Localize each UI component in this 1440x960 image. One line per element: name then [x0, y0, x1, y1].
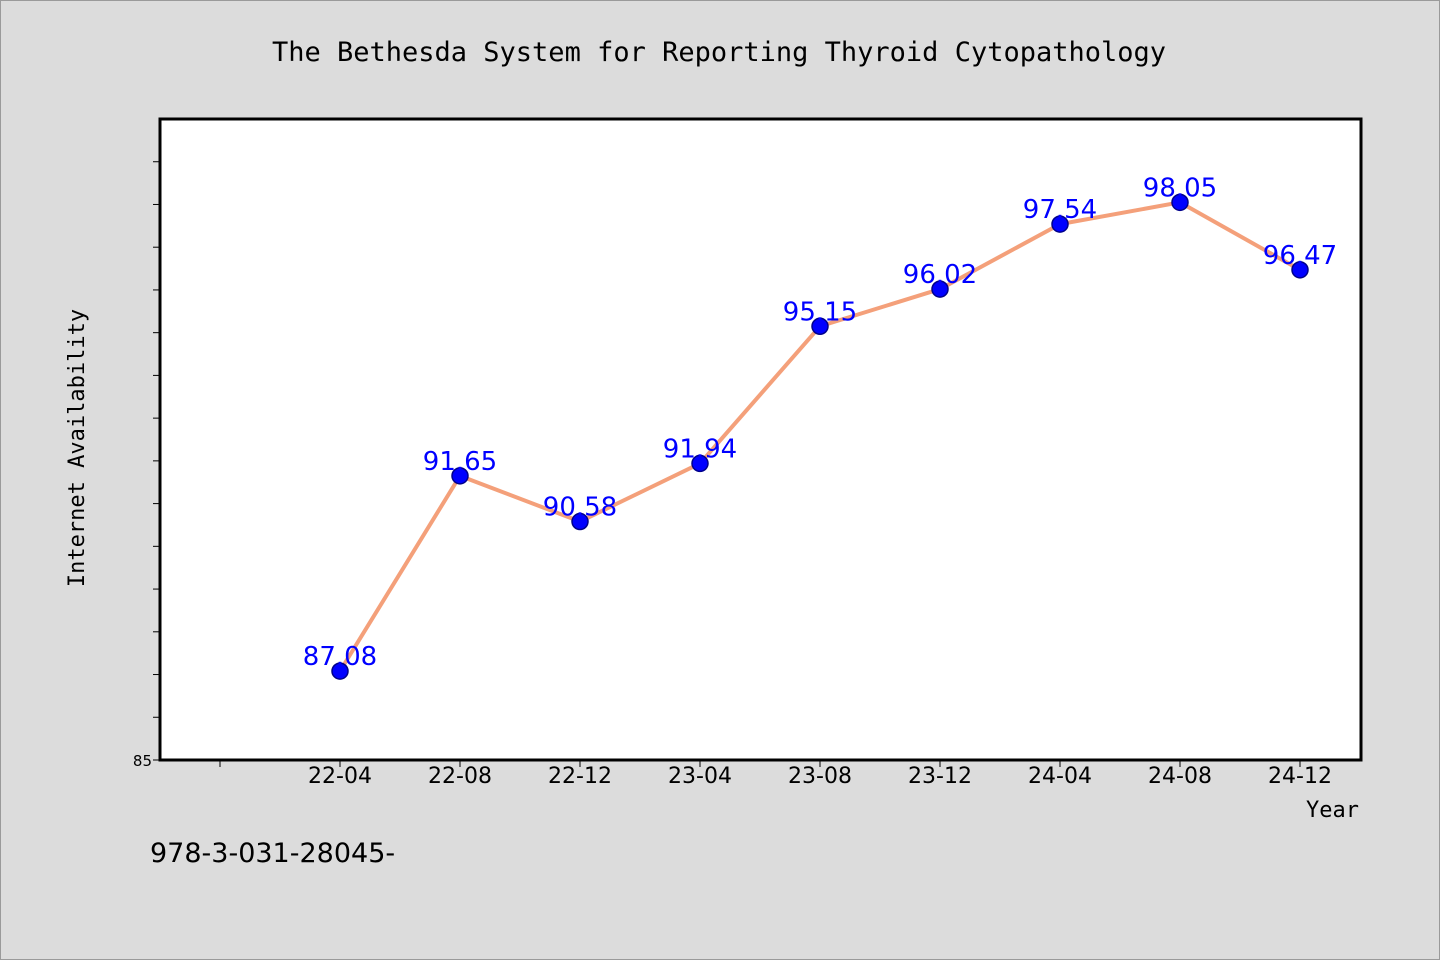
x-tick-label: 24-12: [1268, 764, 1332, 789]
chart-title: The Bethesda System for Reporting Thyroi…: [272, 37, 1166, 68]
data-label: 91.65: [423, 447, 497, 477]
x-tick-label: 23-04: [668, 764, 732, 789]
x-tick-label: 24-08: [1148, 764, 1212, 789]
data-point: [1291, 261, 1309, 279]
x-axis-label: Year: [1306, 798, 1359, 823]
data-label: 91.94: [663, 434, 737, 464]
data-labels: 87.08 91.65 90.58 91.94 95.15 96.02 97.54 98.05…: [303, 173, 1337, 672]
data-label: 87.08: [303, 642, 377, 672]
data-points: [331, 193, 1309, 680]
x-tick-label: 22-12: [548, 764, 612, 789]
data-point: [691, 454, 709, 473]
footer-isbn: 978-3-031-28045-: [150, 838, 395, 869]
x-axis-ticks: 22-04 22-08 22-12 23-04 23-08 23-12 24-04 24-08…: [219, 760, 1332, 789]
x-tick-label: 22-04: [308, 764, 372, 789]
data-point: [931, 280, 949, 298]
x-tick-label: 22-08: [428, 764, 492, 789]
data-point: [331, 662, 349, 680]
plot-area: [158, 117, 1363, 762]
data-point: [571, 512, 589, 531]
x-tick-label: 24-04: [1028, 764, 1092, 789]
data-point: [1171, 193, 1189, 212]
y-axis-ticks: 85: [133, 161, 160, 770]
y-tick-label: 85: [133, 752, 152, 770]
data-label: 96.02: [903, 260, 977, 290]
data-label: 95.15: [783, 297, 857, 327]
x-tick-label: 23-12: [908, 764, 972, 789]
data-point: [811, 317, 829, 336]
data-point: [451, 467, 469, 485]
data-label: 90.58: [543, 493, 617, 523]
data-label: 98.05: [1143, 173, 1217, 203]
data-label: 96.47: [1263, 241, 1337, 271]
y-axis-label: Internet Availability: [65, 309, 90, 587]
x-tick-label: 23-08: [788, 764, 852, 789]
data-point: [1051, 215, 1069, 233]
data-label: 97.54: [1023, 195, 1097, 225]
